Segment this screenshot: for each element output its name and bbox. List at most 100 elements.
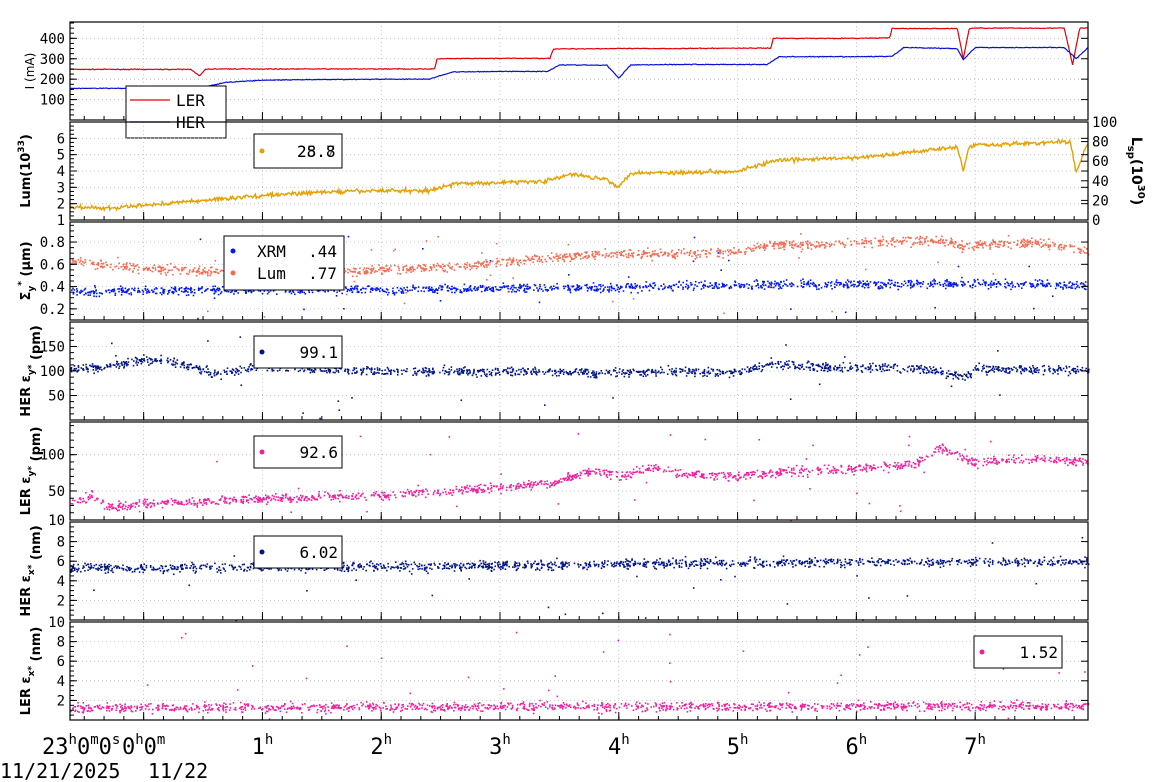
data-point — [160, 354, 162, 357]
data-point — [882, 368, 884, 370]
data-point — [535, 372, 538, 374]
data-point — [206, 271, 208, 273]
data-point — [790, 282, 793, 284]
data-point — [1007, 246, 1010, 248]
data-point — [247, 501, 250, 504]
y-right-tick-label: 60 — [1092, 154, 1109, 170]
data-point — [763, 288, 766, 290]
data-point — [361, 291, 363, 294]
data-point — [809, 366, 811, 369]
data-point — [556, 258, 558, 260]
data-point — [475, 267, 478, 270]
data-point — [683, 253, 686, 255]
data-point — [723, 312, 725, 315]
data-point — [585, 368, 588, 371]
data-point — [360, 373, 363, 376]
data-point — [786, 363, 789, 365]
data-point — [923, 238, 926, 240]
data-point — [464, 267, 467, 270]
data-point — [168, 289, 170, 292]
data-point — [417, 494, 420, 496]
data-point — [786, 285, 789, 287]
data-point — [362, 269, 365, 271]
data-point — [919, 240, 921, 243]
data-point — [716, 368, 718, 371]
data-point — [861, 285, 864, 288]
data-point — [439, 265, 442, 268]
data-point — [145, 506, 147, 508]
data-point — [379, 267, 381, 269]
data-point — [490, 371, 493, 374]
data-point — [910, 246, 912, 248]
data-point — [735, 252, 738, 254]
data-point — [586, 290, 589, 292]
data-point — [879, 284, 882, 287]
data-point — [708, 372, 711, 375]
data-point — [763, 249, 766, 251]
data-point — [984, 284, 987, 287]
data-point — [594, 255, 597, 258]
data-point — [627, 276, 630, 278]
data-point — [963, 373, 966, 376]
data-point — [191, 291, 193, 293]
panel-data — [69, 27, 1089, 91]
data-point — [764, 247, 767, 249]
data-point — [867, 366, 869, 368]
data-point — [92, 261, 94, 264]
data-point — [885, 284, 887, 286]
data-point — [402, 292, 405, 294]
data-point — [430, 269, 433, 271]
data-point — [533, 258, 535, 261]
data-point — [480, 264, 482, 267]
data-point — [285, 369, 287, 372]
data-point — [363, 287, 365, 290]
data-point — [602, 469, 604, 472]
data-point — [117, 364, 119, 366]
data-point — [1032, 366, 1035, 369]
data-point — [748, 371, 750, 373]
data-point — [1080, 248, 1083, 251]
data-point — [815, 245, 818, 247]
data-point — [231, 368, 234, 370]
data-point — [181, 363, 183, 366]
data-point — [834, 365, 836, 367]
data-point — [251, 368, 254, 371]
data-point — [974, 367, 976, 369]
data-point — [142, 293, 144, 296]
legend: 99.1 — [253, 335, 343, 369]
data-point — [466, 484, 469, 487]
data-point — [1062, 367, 1065, 370]
data-point — [586, 373, 589, 375]
data-point — [985, 463, 988, 466]
y-tick-label: 0.4 — [40, 280, 65, 296]
legend-marker — [259, 349, 265, 355]
data-point — [123, 367, 125, 369]
data-point — [595, 376, 598, 379]
data-point — [293, 496, 296, 499]
data-point — [133, 287, 136, 290]
data-point — [204, 267, 206, 269]
data-point — [471, 489, 473, 491]
data-point — [148, 364, 150, 366]
data-point — [73, 291, 75, 294]
data-point — [376, 289, 378, 291]
data-point — [750, 287, 753, 289]
data-point — [961, 378, 964, 380]
data-point — [117, 363, 120, 365]
data-point — [77, 366, 80, 369]
data-point — [354, 268, 356, 270]
data-point — [414, 370, 416, 373]
data-point — [806, 246, 809, 248]
data-point — [132, 263, 135, 265]
data-point — [197, 317, 199, 320]
data-point — [782, 242, 785, 245]
data-point — [806, 242, 808, 245]
data-point — [1036, 243, 1038, 245]
data-point — [140, 359, 143, 361]
data-point — [1034, 241, 1037, 243]
data-point — [450, 366, 453, 368]
data-point — [898, 285, 901, 288]
y-tick-label: 50 — [48, 389, 65, 405]
data-point — [646, 468, 649, 470]
data-point — [628, 286, 631, 289]
